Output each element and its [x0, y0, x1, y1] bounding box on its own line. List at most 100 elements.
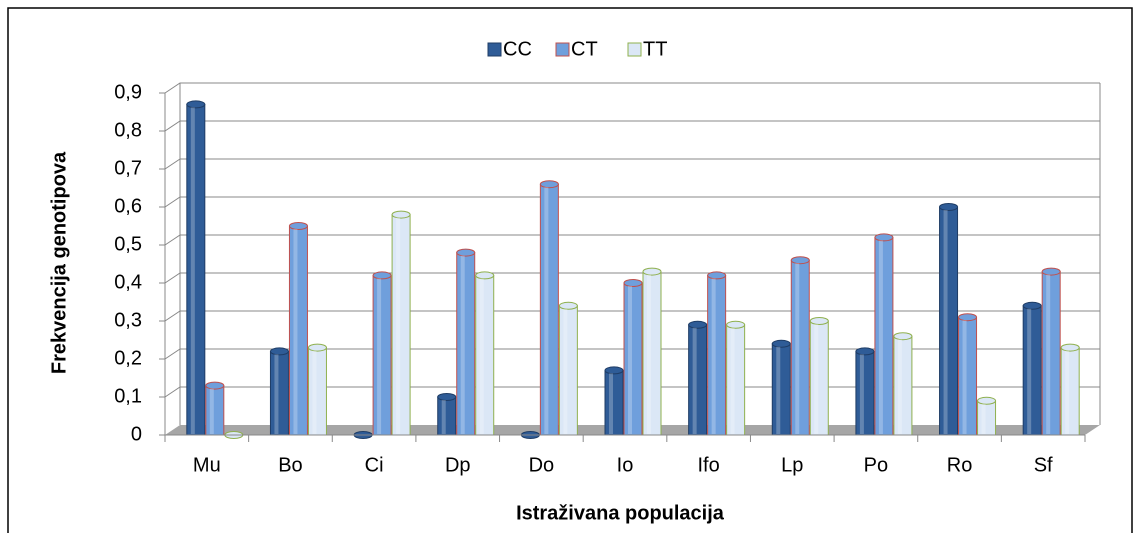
- bar: [372, 274, 392, 436]
- bar-highlight: [1046, 274, 1051, 434]
- bar-cap: [977, 396, 997, 405]
- bar: [269, 350, 289, 436]
- x-tick-label: Ci: [365, 454, 384, 476]
- bar: [977, 400, 997, 436]
- bar: [307, 347, 327, 436]
- legend-swatch: [555, 42, 570, 57]
- bar-highlight: [563, 308, 568, 434]
- bar: [893, 335, 913, 436]
- bar-highlight: [628, 286, 632, 434]
- bar-highlight: [460, 255, 465, 434]
- y-tick-label: 0,1: [114, 385, 142, 407]
- bar: [726, 324, 746, 436]
- y-tick-label: 0,9: [114, 81, 142, 103]
- bar-highlight: [190, 107, 195, 435]
- bar: [688, 324, 708, 436]
- bar: [604, 369, 624, 436]
- y-tick-label: 0,4: [114, 271, 142, 293]
- bar: [539, 183, 559, 436]
- bar-cap: [372, 271, 392, 280]
- bar-cap: [1041, 267, 1061, 276]
- x-tick-label: Ifo: [698, 454, 720, 476]
- x-tick-label: Po: [864, 454, 888, 476]
- grid-line: [164, 196, 1100, 208]
- bar-highlight: [441, 400, 446, 434]
- x-tick-label: Io: [617, 454, 634, 476]
- x-tick-label: Ro: [947, 454, 973, 476]
- bar-cap: [558, 301, 578, 310]
- bar-cap: [855, 347, 875, 356]
- bar-cap: [726, 320, 746, 329]
- y-tick-label: 0,3: [114, 309, 142, 331]
- bar: [642, 271, 662, 436]
- bar-highlight: [293, 229, 298, 434]
- bar: [855, 350, 875, 436]
- bar-cap: [539, 180, 559, 189]
- bar-cap: [642, 267, 662, 276]
- bar-highlight: [1027, 308, 1032, 434]
- y-axis-label: Frekvencija genotipova: [48, 151, 70, 374]
- bar-highlight: [962, 320, 967, 434]
- x-axis-label: Istraživana populacija: [516, 502, 725, 524]
- bar-cap: [1060, 343, 1080, 352]
- x-tick-label: Do: [529, 454, 555, 476]
- bar: [809, 320, 829, 436]
- bar-highlight: [795, 263, 800, 434]
- bar: [475, 274, 495, 436]
- bar-cap: [707, 271, 727, 280]
- bar-cap: [604, 366, 624, 375]
- bar: [790, 259, 810, 436]
- bar: [558, 305, 578, 436]
- bar-highlight: [396, 217, 401, 434]
- bar: [1041, 271, 1061, 436]
- legend-label: CC: [503, 38, 532, 60]
- legend-label: TT: [643, 38, 667, 60]
- bar-cap: [809, 317, 829, 325]
- legend-swatch: [627, 42, 642, 57]
- bar: [771, 343, 791, 436]
- bar-cap: [391, 210, 411, 219]
- y-tick-label: 0,6: [114, 195, 142, 217]
- bar: [874, 236, 894, 436]
- bar-highlight: [544, 187, 549, 434]
- bar-cap: [958, 313, 978, 322]
- legend-label: CT: [571, 38, 598, 60]
- grid-line: [164, 234, 1100, 246]
- bar: [623, 282, 643, 436]
- bar-cap: [456, 248, 476, 257]
- bar: [1022, 305, 1042, 436]
- bar-highlight: [647, 274, 651, 434]
- bar: [391, 214, 411, 436]
- bar-cap: [288, 222, 308, 230]
- bar: [1060, 347, 1080, 436]
- y-tick-label: 0,8: [114, 119, 142, 141]
- x-tick-label: Lp: [781, 454, 803, 476]
- bar-highlight: [312, 350, 317, 434]
- bar: [456, 252, 476, 436]
- x-tick-label: Bo: [278, 454, 302, 476]
- bar-highlight: [878, 240, 883, 434]
- bar-highlight: [730, 327, 735, 434]
- bar-highlight: [274, 354, 279, 434]
- bar-cap: [790, 256, 810, 265]
- y-tick-label: 0,5: [114, 233, 142, 255]
- bar-highlight: [209, 388, 214, 434]
- bar: [958, 316, 978, 436]
- y-tick-label: 0,2: [114, 347, 142, 369]
- x-tick-label: Sf: [1034, 454, 1053, 476]
- bar-cap: [688, 320, 708, 329]
- bar-highlight: [981, 403, 986, 434]
- x-tick-label: Mu: [193, 454, 221, 476]
- bar: [288, 225, 308, 436]
- bar-highlight: [943, 210, 948, 434]
- legend-swatch: [487, 42, 502, 57]
- bar-highlight: [692, 327, 697, 434]
- bar: [939, 206, 959, 436]
- bar-cap: [874, 233, 894, 242]
- bar-cap: [437, 393, 457, 401]
- bar-cap: [623, 279, 643, 287]
- bar: [707, 274, 727, 436]
- y-tick-label: 0,7: [114, 157, 142, 179]
- bar-highlight: [814, 324, 819, 434]
